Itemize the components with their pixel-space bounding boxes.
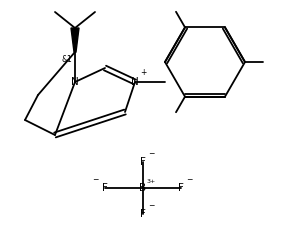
Text: F: F bbox=[102, 183, 108, 193]
Text: F: F bbox=[140, 209, 146, 219]
Text: −: − bbox=[148, 201, 154, 210]
Text: F: F bbox=[140, 157, 146, 167]
Text: B: B bbox=[139, 183, 146, 193]
Text: −: − bbox=[148, 149, 154, 158]
Text: +: + bbox=[140, 68, 146, 77]
Text: N: N bbox=[71, 77, 79, 87]
Text: &1: &1 bbox=[61, 56, 72, 64]
Text: 3+: 3+ bbox=[147, 179, 156, 184]
Text: F: F bbox=[178, 183, 184, 193]
Text: −: − bbox=[93, 175, 99, 184]
Text: N: N bbox=[131, 77, 139, 87]
Text: −: − bbox=[186, 175, 192, 184]
Polygon shape bbox=[71, 28, 79, 52]
